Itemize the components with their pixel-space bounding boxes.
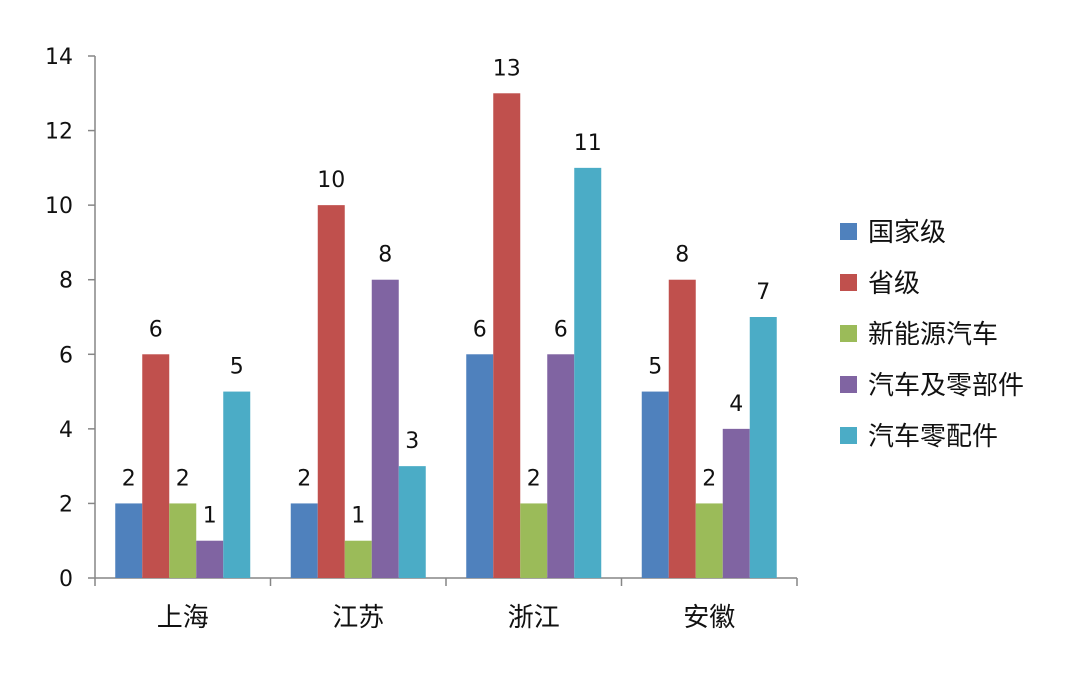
data-label: 5 (230, 355, 244, 380)
bar (317, 205, 345, 578)
x-category-label: 上海 (157, 603, 209, 633)
data-label: 2 (527, 466, 541, 491)
bar (520, 503, 548, 578)
data-label: 10 (317, 168, 345, 193)
bar (547, 354, 575, 578)
legend-label: 新能源汽车 (868, 320, 998, 350)
x-category-label: 安徽 (683, 603, 735, 633)
bar (223, 391, 251, 578)
data-label: 8 (675, 243, 689, 268)
legend-label: 省级 (868, 269, 920, 299)
data-label: 2 (122, 466, 136, 491)
legend-swatch (840, 376, 857, 393)
bar (641, 391, 669, 578)
data-label: 6 (473, 317, 487, 342)
legend-swatch (840, 223, 857, 240)
chart-bars (115, 93, 777, 579)
data-label: 6 (554, 317, 568, 342)
y-tick-label: 14 (45, 45, 73, 70)
bar (493, 93, 521, 579)
legend-label: 汽车及零部件 (868, 371, 1024, 401)
bar (695, 503, 723, 578)
data-label: 7 (756, 280, 770, 305)
bar (749, 317, 777, 578)
legend-label: 国家级 (868, 218, 946, 248)
data-label: 6 (149, 317, 163, 342)
legend-swatch (840, 274, 857, 291)
data-label: 8 (378, 243, 392, 268)
y-tick-label: 12 (45, 120, 73, 145)
bar (466, 354, 494, 578)
data-label: 11 (574, 131, 602, 156)
bar (196, 540, 224, 578)
bar (115, 503, 143, 578)
data-label: 2 (297, 466, 311, 491)
y-tick-label: 8 (59, 269, 73, 294)
legend-swatch (840, 427, 857, 444)
x-category-label: 江苏 (332, 603, 384, 633)
bar (290, 503, 318, 578)
bar (398, 466, 426, 578)
data-label: 4 (729, 392, 743, 417)
bar (574, 167, 602, 578)
bar (371, 279, 399, 578)
data-label: 2 (702, 466, 716, 491)
bar (722, 428, 750, 578)
legend-swatch (840, 325, 857, 342)
y-tick-label: 0 (59, 567, 73, 592)
legend-label: 汽车零配件 (868, 422, 998, 452)
data-label: 3 (405, 429, 419, 454)
bar (142, 354, 170, 578)
bar (169, 503, 197, 578)
bar (668, 279, 696, 578)
data-label: 5 (648, 355, 662, 380)
data-label: 1 (351, 504, 365, 529)
y-tick-label: 4 (59, 418, 73, 443)
x-category-label: 浙江 (508, 603, 560, 633)
data-label: 1 (203, 504, 217, 529)
y-tick-label: 6 (59, 343, 73, 368)
y-tick-label: 10 (45, 194, 73, 219)
data-label: 2 (176, 466, 190, 491)
data-label: 13 (493, 56, 521, 81)
y-tick-label: 2 (59, 492, 73, 517)
bar (344, 540, 372, 578)
